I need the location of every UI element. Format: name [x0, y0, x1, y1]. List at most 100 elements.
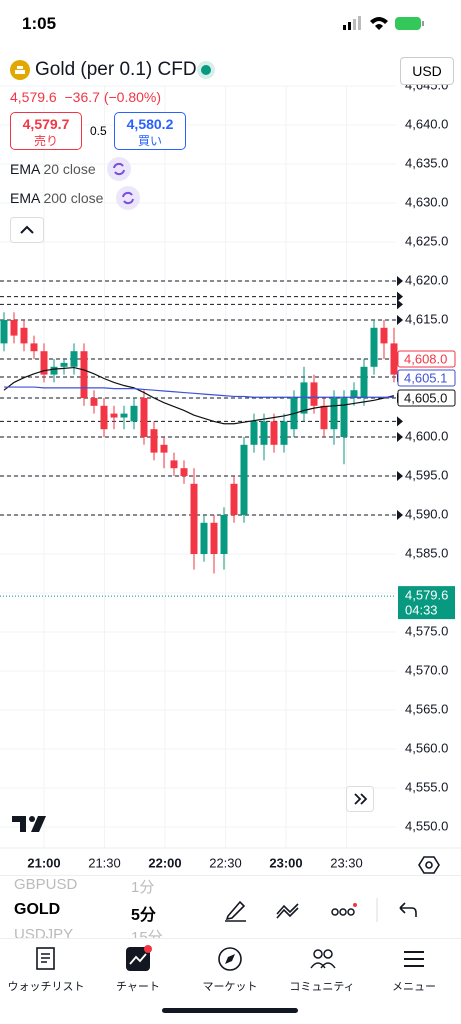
candle-body — [370, 327, 378, 367]
candle-body — [200, 522, 208, 554]
x-tick-label: 22:00 — [148, 855, 181, 870]
y-tick-label: 4,555.0 — [405, 779, 448, 794]
x-tick-label: 22:30 — [209, 855, 242, 870]
price-line-marker — [397, 291, 403, 302]
symbol-option[interactable]: GOLD — [14, 901, 61, 918]
candle-body — [130, 405, 138, 422]
indicator-ema20[interactable]: EMA 20 close — [10, 161, 96, 177]
candle-body — [10, 320, 18, 336]
symbol-option[interactable]: USDJPY — [14, 926, 74, 938]
currency-button[interactable]: USD — [400, 57, 454, 85]
ema-line — [3, 366, 395, 425]
price-line-marker — [397, 510, 403, 520]
candle-body — [220, 515, 228, 554]
y-tick-label: 4,575.0 — [405, 623, 448, 638]
tab-icons — [36, 945, 424, 971]
y-tick-label: 4,560.0 — [405, 740, 448, 755]
y-tick-label: 4,590.0 — [405, 506, 448, 521]
settings-button[interactable] — [418, 854, 440, 876]
axis-label: 4,605.1 — [404, 370, 447, 385]
indicator-ema200[interactable]: EMA 200 close — [10, 190, 103, 206]
interval-option[interactable]: 1分 — [131, 879, 155, 896]
interval-option[interactable]: 15分 — [131, 929, 163, 938]
price-line-marker — [397, 276, 403, 286]
tab-label[interactable]: チャート — [116, 981, 160, 993]
indicator-name: EMA — [10, 190, 40, 206]
symbol-title[interactable]: Gold (per 0.1) CFD — [35, 59, 197, 80]
buy-button[interactable]: 4,580.2 買い — [114, 112, 186, 150]
sell-price: 4,579.7 — [22, 116, 70, 132]
last-price-label: 4,579.6 — [405, 588, 448, 603]
indicator-reload[interactable] — [116, 186, 140, 210]
candle-body — [190, 483, 198, 554]
candle-body — [390, 343, 398, 375]
sell-label: 売り — [33, 134, 58, 148]
candle-body — [320, 405, 328, 430]
change-pct: (−0.80%) — [103, 89, 162, 105]
tab-label[interactable]: マーケット — [202, 981, 258, 993]
candle-body — [150, 429, 158, 453]
tab-label[interactable]: メニュー — [392, 981, 436, 993]
candle-body — [40, 351, 48, 375]
candle-body — [110, 413, 118, 418]
scroll-right[interactable] — [346, 786, 374, 812]
price-line-marker — [397, 315, 403, 325]
last-price-box — [398, 586, 455, 620]
y-tick-label: 4,615.0 — [405, 311, 448, 326]
candle-body — [160, 444, 168, 453]
status-icons — [343, 16, 424, 30]
collapse-button[interactable] — [10, 217, 44, 243]
symbol-option[interactable]: GBPUSD — [14, 876, 78, 893]
candle-body — [280, 421, 288, 445]
candle-body — [270, 421, 278, 445]
axis-label-box — [397, 350, 456, 368]
axis-label-box — [397, 369, 456, 387]
y-tick-label: 4,565.0 — [405, 701, 448, 716]
candle-body — [70, 351, 78, 367]
tab-label[interactable]: コミュニティ — [289, 981, 355, 993]
candle-body — [330, 398, 338, 430]
countdown: 04:33 — [405, 603, 438, 618]
sell-button[interactable]: 4,579.7 売り — [10, 112, 82, 150]
buy-price: 4,580.2 — [126, 116, 174, 132]
axis-label: 4,605.0 — [404, 390, 447, 405]
y-tick-label: 4,600.0 — [405, 428, 448, 443]
y-tick-label: 4,630.0 — [405, 194, 448, 209]
toolbar: GBPUSD GOLD USDJPY 1分 5分 15分 — [0, 875, 461, 938]
quote-line: 4,579.6 −36.7 (−0.80%) — [10, 89, 161, 105]
candle-body — [310, 382, 318, 406]
ema-line — [4, 386, 394, 398]
buy-label: 買い — [137, 134, 162, 148]
candle-body — [120, 413, 128, 418]
candle-body — [100, 405, 108, 430]
candle-body — [30, 343, 38, 352]
status-time: 1:05 — [22, 14, 57, 33]
price-line-marker — [397, 416, 403, 427]
indicator-params: 200 close — [43, 190, 104, 206]
candle-body — [80, 351, 88, 398]
y-tick-label: 4,625.0 — [405, 233, 448, 248]
change: −36.7 — [64, 89, 100, 105]
candle-body — [50, 366, 58, 375]
y-tick-label: 4,635.0 — [405, 155, 448, 170]
axis-label: 4,608.0 — [404, 351, 447, 366]
price-line-marker — [397, 471, 403, 481]
candle-body — [170, 460, 178, 469]
tab-label[interactable]: ウォッチリスト — [7, 981, 85, 993]
spread: 0.5 — [90, 124, 107, 138]
y-tick-label: 4,640.0 — [405, 116, 448, 131]
candle-body — [210, 522, 218, 554]
candle-body — [260, 421, 268, 445]
price-line-marker — [397, 432, 403, 442]
market-status — [197, 61, 215, 79]
candle-body — [0, 320, 8, 344]
candle-body — [140, 398, 148, 437]
interval-option[interactable]: 5分 — [131, 907, 156, 924]
home-indicator — [162, 1008, 298, 1013]
indicator-reload[interactable] — [107, 157, 131, 181]
tool-icons[interactable] — [222, 896, 422, 922]
candle-body — [90, 398, 98, 406]
x-tick-label: 23:30 — [330, 855, 363, 870]
candle-body — [340, 398, 348, 437]
